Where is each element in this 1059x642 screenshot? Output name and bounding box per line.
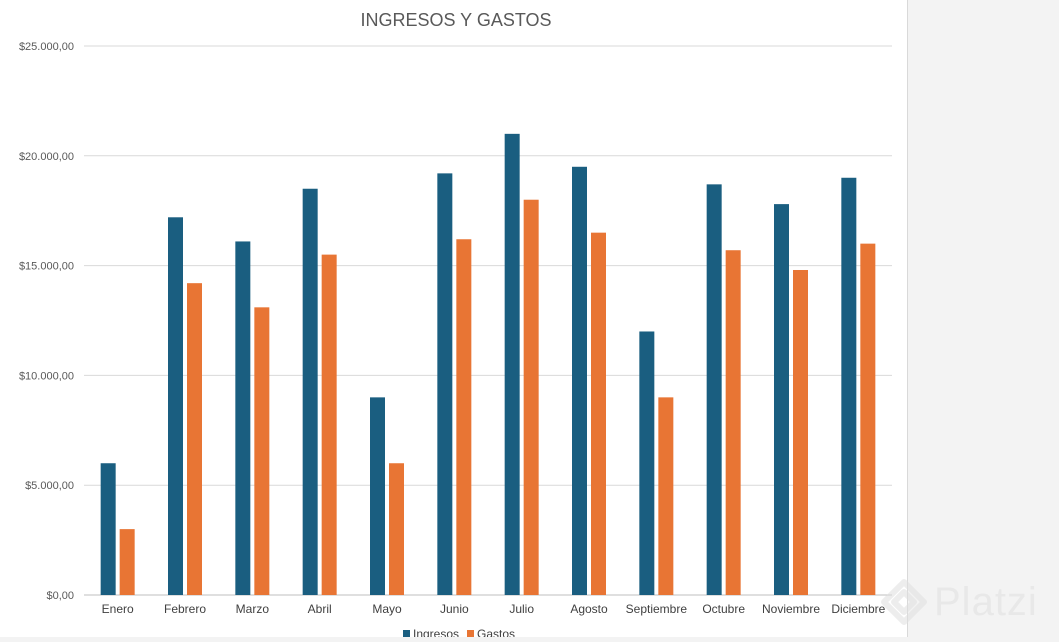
x-tick-label: Marzo — [236, 602, 270, 616]
gridlines — [84, 45, 892, 596]
side-panel — [908, 0, 1059, 637]
x-tick-label: Noviembre — [762, 602, 820, 616]
x-tick-label: Agosto — [570, 602, 608, 616]
x-tick-label: Mayo — [372, 602, 402, 616]
legend: Ingresos Gastos — [403, 627, 515, 641]
y-tick-label: $5.000,00 — [25, 480, 74, 492]
bar-gastos-diciembre — [860, 243, 876, 595]
platzi-watermark: Platzi — [880, 572, 1058, 632]
x-tick-label: Octubre — [702, 602, 745, 616]
bar-ingresos-enero — [100, 463, 116, 595]
bar-gastos-mayo — [389, 463, 404, 595]
bar-gastos-febrero — [187, 283, 202, 595]
bar-gastos-julio — [523, 199, 539, 595]
bar-ingresos-agosto — [572, 166, 587, 595]
y-tick-label: $20.000,00 — [19, 151, 74, 163]
legend-label: Gastos — [477, 627, 515, 637]
bar-gastos-junio — [456, 239, 472, 596]
bar-ingresos-octubre — [706, 184, 722, 595]
y-tick-label: $25.000,00 — [19, 41, 74, 53]
bar-ingresos-noviembre — [774, 204, 789, 595]
bars — [100, 133, 876, 596]
x-tick-label: Junio — [440, 602, 469, 616]
legend-swatch — [403, 630, 410, 637]
bar-ingresos-diciembre — [841, 177, 857, 595]
bar-ingresos-mayo — [370, 397, 385, 595]
legend-swatch — [467, 630, 474, 637]
watermark-text: Platzi — [934, 579, 1038, 624]
bar-ingresos-julio — [504, 133, 520, 595]
y-tick-label: $15.000,00 — [19, 261, 74, 273]
bar-gastos-agosto — [591, 232, 606, 595]
x-tick-label: Julio — [509, 602, 534, 616]
chart-title: INGRESOS Y GASTOS — [360, 10, 551, 30]
x-tick-label: Enero — [102, 602, 134, 616]
bar-ingresos-septiembre — [639, 331, 655, 595]
bar-chart: INGRESOS Y GASTOS $0,00 $5.000,00 $10.000,… — [19, 10, 892, 641]
platzi-logo-icon — [881, 579, 927, 625]
bar-ingresos-abril — [302, 188, 318, 596]
y-tick-label: $10.000,00 — [19, 370, 74, 382]
bar-gastos-noviembre — [793, 269, 808, 595]
x-tick-label: Diciembre — [831, 602, 885, 616]
bar-ingresos-febrero — [168, 217, 183, 595]
y-tick-label: $0,00 — [46, 590, 74, 602]
chart-area: INGRESOS Y GASTOS $0,00 $5.000,00 $10.000,… — [0, 0, 908, 641]
y-axis-tick-labels: $0,00 $5.000,00 $10.000,00 $15.000,00 $20.00… — [19, 41, 74, 602]
legend-label: Ingresos — [413, 627, 459, 637]
x-tick-label: Abril — [308, 602, 332, 616]
bar-ingresos-junio — [437, 173, 453, 596]
bar-gastos-marzo — [254, 307, 270, 595]
bar-ingresos-marzo — [235, 241, 251, 595]
bar-gastos-octubre — [725, 250, 741, 595]
x-tick-label: Septiembre — [626, 602, 688, 616]
bar-gastos-abril — [321, 254, 337, 595]
bar-gastos-enero — [119, 529, 135, 595]
x-axis-tick-labels: Enero Febrero Marzo Abril Mayo Junio Julio Agos… — [102, 602, 886, 616]
x-tick-label: Febrero — [164, 602, 206, 616]
bar-gastos-septiembre — [658, 397, 674, 595]
